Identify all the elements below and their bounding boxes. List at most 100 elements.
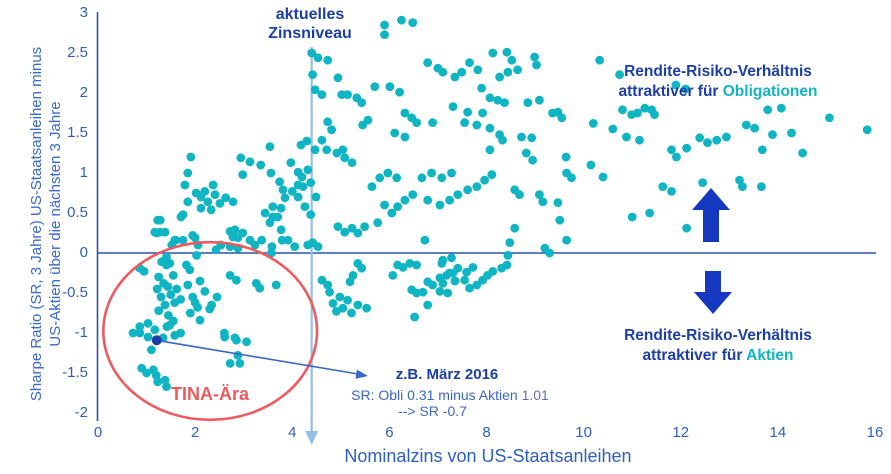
data-point bbox=[276, 203, 286, 213]
data-point bbox=[238, 170, 248, 180]
data-point bbox=[327, 125, 336, 135]
data-point bbox=[738, 182, 747, 192]
data-point bbox=[698, 178, 707, 188]
x-axis-title: Nominalzins von US-Staatsanleihen bbox=[344, 446, 632, 466]
data-point bbox=[302, 136, 312, 146]
data-point bbox=[681, 84, 690, 94]
data-point bbox=[323, 55, 333, 65]
data-point bbox=[163, 282, 173, 291]
data-point bbox=[750, 123, 759, 133]
data-point bbox=[233, 351, 243, 360]
data-point bbox=[535, 95, 544, 105]
data-point bbox=[530, 52, 539, 62]
data-point bbox=[428, 280, 437, 290]
data-point bbox=[139, 267, 149, 276]
data-point bbox=[340, 153, 350, 163]
data-point bbox=[196, 203, 206, 213]
data-point bbox=[423, 300, 433, 310]
data-point bbox=[400, 195, 410, 205]
data-point bbox=[388, 271, 398, 280]
data-point bbox=[465, 283, 474, 293]
data-point bbox=[357, 263, 367, 273]
data-point bbox=[357, 98, 367, 107]
data-point bbox=[398, 263, 408, 272]
data-point bbox=[405, 259, 415, 268]
data-point bbox=[757, 145, 767, 155]
data-point bbox=[763, 105, 773, 115]
data-point bbox=[225, 271, 235, 280]
tina-era-label: TINA-Ära bbox=[170, 384, 249, 404]
data-point bbox=[308, 70, 317, 79]
annotation-arrow bbox=[161, 340, 368, 379]
data-point bbox=[553, 198, 563, 208]
data-point bbox=[242, 337, 252, 347]
data-point bbox=[183, 168, 193, 178]
data-point bbox=[317, 90, 327, 99]
y-tick-label: 0.5 bbox=[67, 204, 88, 221]
data-point bbox=[595, 55, 605, 65]
data-point bbox=[510, 223, 520, 233]
data-point bbox=[208, 180, 218, 190]
data-point bbox=[362, 303, 371, 313]
data-point bbox=[515, 190, 524, 200]
data-point bbox=[513, 65, 522, 75]
data-point bbox=[423, 58, 433, 67]
data-point bbox=[478, 108, 487, 118]
data-point bbox=[303, 165, 313, 175]
data-point bbox=[160, 300, 170, 310]
data-point bbox=[682, 143, 691, 153]
data-point bbox=[741, 120, 751, 130]
data-point bbox=[485, 93, 495, 103]
data-point bbox=[776, 103, 786, 113]
data-point bbox=[338, 303, 348, 313]
y-tick-label: 2.5 bbox=[67, 44, 88, 61]
data-point bbox=[143, 332, 153, 342]
data-point bbox=[438, 279, 448, 288]
data-point bbox=[787, 128, 796, 138]
data-point bbox=[493, 95, 503, 105]
data-point bbox=[317, 135, 327, 145]
data-point bbox=[463, 185, 472, 195]
data-point bbox=[186, 152, 196, 162]
y-axis-title-line2: US-Aktien über die nächsten 3 Jahre bbox=[47, 101, 64, 347]
data-point bbox=[250, 240, 260, 250]
stocks-label-highlight: Aktien bbox=[746, 347, 794, 364]
data-point bbox=[798, 148, 807, 158]
data-point bbox=[387, 208, 397, 218]
data-point bbox=[228, 197, 238, 207]
data-point bbox=[412, 118, 421, 127]
data-point bbox=[176, 295, 186, 304]
data-point bbox=[380, 20, 389, 30]
data-point bbox=[210, 190, 220, 200]
data-point bbox=[325, 287, 334, 297]
bonds-label-prefix: attraktiver für bbox=[618, 83, 723, 100]
data-point bbox=[420, 235, 430, 245]
data-point bbox=[423, 195, 433, 205]
y-axis-title: Sharpe Ratio (SR, 3 Jahre) US-Staatsanle… bbox=[27, 0, 65, 459]
example-sr-value: 1.01 bbox=[521, 387, 549, 403]
data-point bbox=[347, 223, 357, 233]
data-point bbox=[353, 300, 363, 310]
data-point bbox=[562, 235, 571, 245]
data-point bbox=[147, 345, 156, 355]
data-point bbox=[453, 263, 463, 273]
data-point bbox=[695, 133, 705, 143]
data-point bbox=[257, 235, 267, 245]
data-point bbox=[417, 173, 427, 183]
data-point bbox=[667, 187, 676, 196]
data-point bbox=[338, 145, 348, 155]
data-point bbox=[212, 292, 222, 302]
data-point bbox=[443, 288, 453, 298]
example-annotation-line2: --> SR -0.7 bbox=[398, 403, 467, 419]
data-point bbox=[400, 132, 410, 142]
data-point bbox=[343, 295, 352, 305]
bonds-label-line1: Rendite-Risiko-Verhältnis bbox=[624, 63, 812, 80]
data-point bbox=[276, 225, 286, 235]
data-point bbox=[333, 73, 343, 83]
data-point bbox=[185, 308, 195, 318]
data-point bbox=[135, 322, 145, 331]
data-point bbox=[271, 280, 281, 290]
data-point bbox=[171, 235, 181, 245]
data-point bbox=[498, 135, 507, 145]
